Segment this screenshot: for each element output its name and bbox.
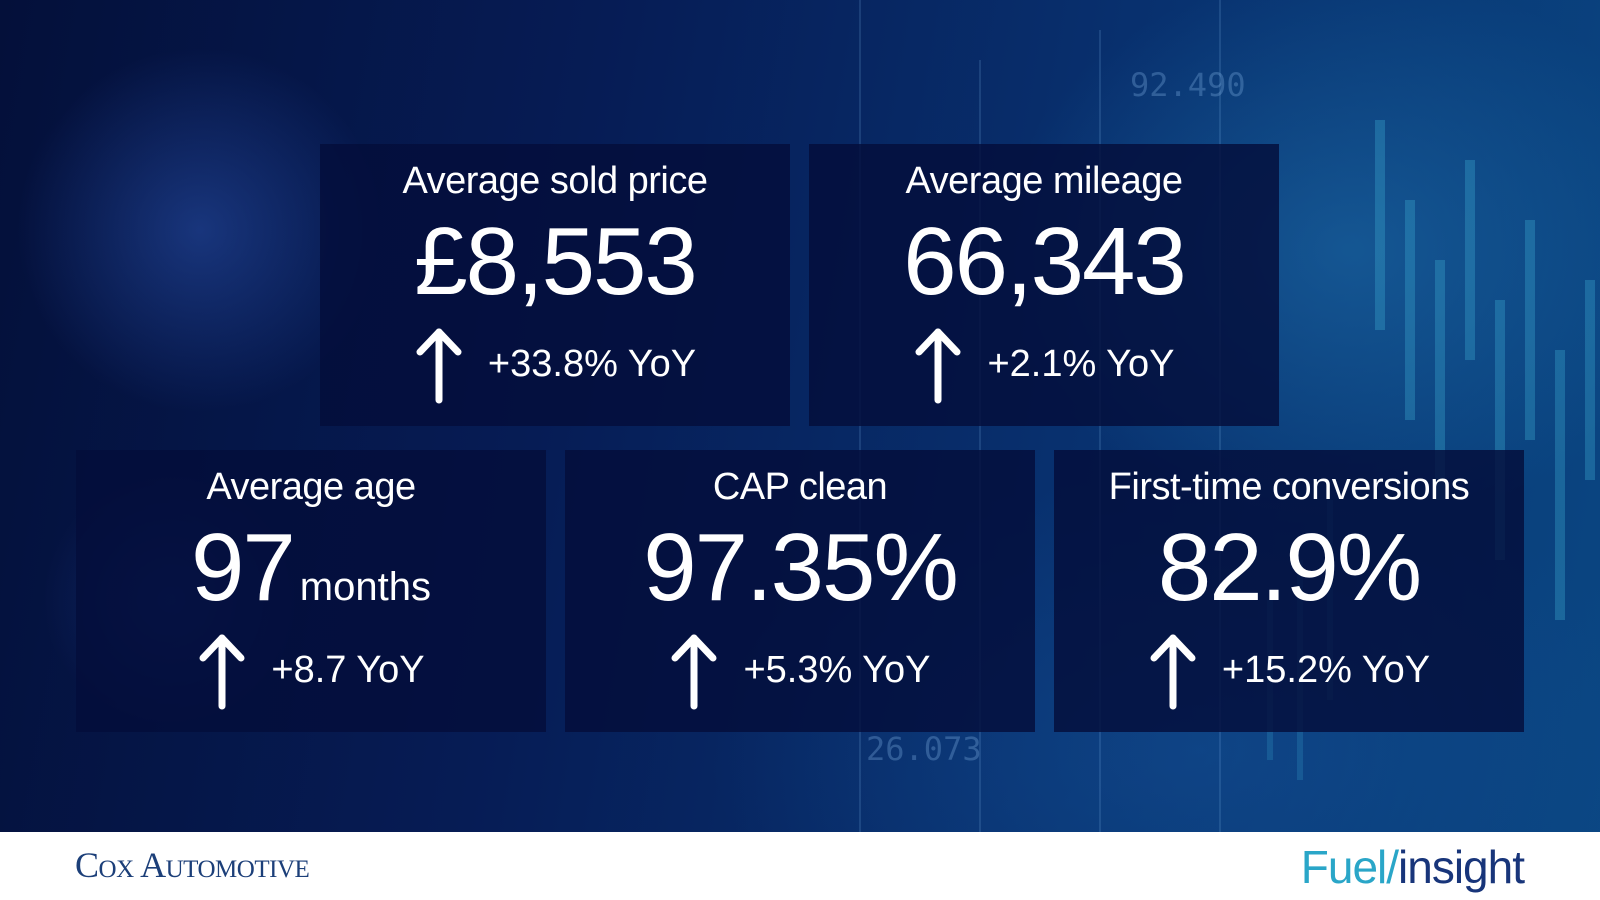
- metric-change: +2.1% YoY: [809, 324, 1279, 404]
- metric-title: Average age: [206, 466, 416, 508]
- arrow-up-icon: [671, 634, 717, 710]
- metric-change: +33.8% YoY: [320, 324, 790, 404]
- metric-change-text: +8.7 YoY: [271, 648, 425, 691]
- metric-value: 97 months: [76, 520, 546, 616]
- metric-card-first-time-conversions: First-time conversions 82.9% +15.2% YoY: [1054, 450, 1524, 732]
- metric-value-number: 82.9%: [1157, 514, 1422, 621]
- metric-card-average-age: Average age 97 months +8.7 YoY: [76, 450, 546, 732]
- metric-value: £8,553: [320, 214, 790, 310]
- metric-change-text: +33.8% YoY: [487, 342, 697, 385]
- fuel-insight-logo: Fuel/insight: [1300, 840, 1525, 894]
- arrow-up-icon: [915, 328, 961, 404]
- metric-unit: months: [299, 565, 431, 609]
- metric-title: First-time conversions: [1108, 466, 1470, 508]
- metric-value-number: 97: [191, 514, 296, 621]
- metric-value: 66,343: [809, 214, 1279, 310]
- arrow-up-icon: [416, 328, 462, 404]
- arrow-up-icon: [199, 634, 245, 710]
- metric-title: Average sold price: [402, 160, 708, 202]
- background-number: 26.073: [866, 730, 982, 768]
- arrow-up-icon: [1150, 634, 1196, 710]
- metric-change-text: +5.3% YoY: [743, 648, 931, 691]
- metric-value-number: 97.35%: [643, 514, 959, 621]
- metric-title: CAP clean: [712, 466, 888, 508]
- metric-change-text: +2.1% YoY: [987, 342, 1175, 385]
- logo-insight-text: insight: [1398, 841, 1525, 893]
- metric-card-cap-clean: CAP clean 97.35% +5.3% YoY: [565, 450, 1035, 732]
- metric-title: Average mileage: [905, 160, 1183, 202]
- metric-card-average-mileage: Average mileage 66,343 +2.1% YoY: [809, 144, 1279, 426]
- metric-change: +15.2% YoY: [1054, 630, 1524, 710]
- metric-value: 82.9%: [1054, 520, 1524, 616]
- metric-card-average-sold-price: Average sold price £8,553 +33.8% YoY: [320, 144, 790, 426]
- metric-change-text: +15.2% YoY: [1221, 648, 1431, 691]
- logo-fuel-text: Fuel/: [1300, 841, 1399, 893]
- metric-change: +5.3% YoY: [565, 630, 1035, 710]
- cox-automotive-logo: Cox Automotive: [75, 845, 310, 885]
- metric-value-number: 66,343: [903, 208, 1187, 315]
- metric-value-number: £8,553: [414, 208, 698, 315]
- metric-value: 97.35%: [565, 520, 1035, 616]
- background-number: 92.490: [1130, 66, 1246, 104]
- metric-change: +8.7 YoY: [76, 630, 546, 710]
- footer-bar: Cox Automotive Fuel/insight: [0, 832, 1600, 900]
